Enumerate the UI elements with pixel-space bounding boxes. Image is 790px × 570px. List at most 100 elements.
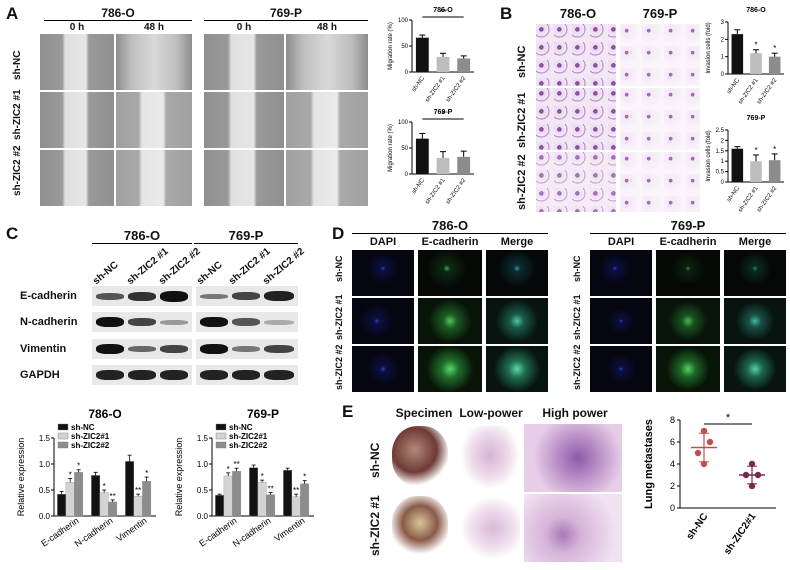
blot-band [264,345,294,353]
channel-label-dapi: DAPI [607,236,635,248]
high-power-image-sh-nc [524,424,622,492]
y-tick-label: 6 [670,437,675,447]
bar [125,461,135,517]
specimen-image-sh-zic2-1 [392,496,448,556]
bar [457,58,471,72]
blot-band [96,317,124,327]
bar [215,495,225,517]
column-label-high-power: High power [542,406,608,420]
fluor-image-merge [724,298,786,344]
bar [223,475,233,517]
blot-band [128,318,156,326]
fluor-image-ecad [656,250,720,296]
significance-mark: * [69,471,72,480]
category-label: sh-ZIC2 #1 [425,75,447,103]
significance-mark: ** [440,8,446,17]
blot-band [128,346,156,352]
y-tick-label: 0.5 [197,486,209,495]
wound-image-786o-zic2-48h [116,150,192,206]
wound-image-769p-zic1-0h [204,92,284,148]
category-label: sh-ZIC2 #1 [425,177,447,205]
y-tick-label: 0.5 [716,170,725,176]
y-tick-label: 50 [401,146,408,152]
category-label: sh-NC [685,511,711,541]
chart-title: 786-O [88,407,121,421]
category-label: Vimentin [272,515,306,543]
wound-image-769p-zic2-48h [286,150,368,206]
cell-line-769p-header: 769-P [642,6,678,21]
panel-label-c: C [6,224,19,243]
bar [731,148,744,182]
y-tick-label: 2 [670,481,675,491]
y-tick-label: 1.5 [197,434,209,443]
protein-label-vimentin: Vimentin [20,343,67,355]
category-label: sh-NC [726,77,741,95]
significance-mark: * [773,44,776,53]
blot-band [128,370,156,380]
legend-label: sh-ZIC2#2 [71,441,110,450]
low-power-image-sh-zic2-1 [460,496,520,560]
blot-strip [196,365,298,385]
y-tick-label: 2 [721,37,725,43]
significance-mark: * [145,469,148,478]
bar [750,161,762,182]
y-axis-label: Invasion cells (fold) [706,130,712,181]
wound-image-769p-nc-0h [204,34,284,90]
cell-line-769p-header: 769-P [194,228,298,244]
panel-label-b: B [500,4,513,23]
time-48h-label: 48 h [143,22,164,33]
fluor-image-merge [724,346,786,392]
fluor-image-merge [486,298,548,344]
y-axis-label: Relative expression [174,438,184,517]
blot-band [200,370,228,380]
fluor-image-ecad [656,346,720,392]
bar [108,501,118,517]
specimen-image-sh-nc [392,426,448,486]
cell-line-786o-header: 786-O [44,6,192,21]
blot-band [160,370,188,380]
blot-band [264,291,294,301]
significance-mark: * [77,462,80,471]
category-label: N-cadherin [73,515,115,548]
cell-line-786o-header: 786-O [92,228,192,244]
row-label-sh-zic2-2: sh-ZIC2 #2 [516,154,528,210]
y-tick-label: 8 [670,415,675,425]
column-label-specimen: Specimen [395,406,453,420]
row-label-sh-zic2-1: sh-ZIC2 #1 [516,92,528,148]
y-tick-label: 0 [670,503,675,513]
legend-swatch [215,441,227,449]
channel-label-e-cadherin: E-cadherin [659,236,717,248]
wound-image-769p-zic1-48h [286,92,368,148]
fluor-image-dapi [352,346,414,392]
chart-title: 769-P [434,109,453,116]
protein-label-gapdh: GAPDH [20,369,60,381]
row-label-sh-nc: sh-NC [516,45,528,78]
bar [415,138,429,174]
y-tick-label: 0.0 [197,512,209,521]
chart-invasion-786o: 786-O 0 1 2 3 Invasion cells (fold) sh-NC * sh-Z… [706,7,784,105]
significance-mark: ** [135,486,141,495]
blot-band [96,293,124,300]
bar [133,496,143,517]
bar [291,496,301,517]
chart-lung-metastases: 0 2 4 6 8 Lung metastases sh-NC sh-ZIC2#1 * [643,412,776,557]
bar [266,494,276,517]
row-label-sh-zic2-2: sh-ZIC2 #2 [12,145,23,196]
bar [257,482,267,517]
significance-mark: * [754,41,757,50]
channel-label-dapi: DAPI [369,236,397,248]
wound-image-786o-zic1-48h [116,92,192,148]
blot-band [200,344,228,354]
panel-label-e: E [342,402,354,421]
row-label-sh-zic2-1: sh-ZIC2 #1 [368,495,382,556]
y-tick-label: 100 [398,120,409,126]
bar [249,467,259,517]
legend-label: sh-ZIC2#2 [229,441,268,450]
legend-label: sh-NC [71,423,95,432]
y-tick-label: 2.5 [716,128,725,134]
significance-mark: * [726,412,731,424]
bar [283,470,293,517]
